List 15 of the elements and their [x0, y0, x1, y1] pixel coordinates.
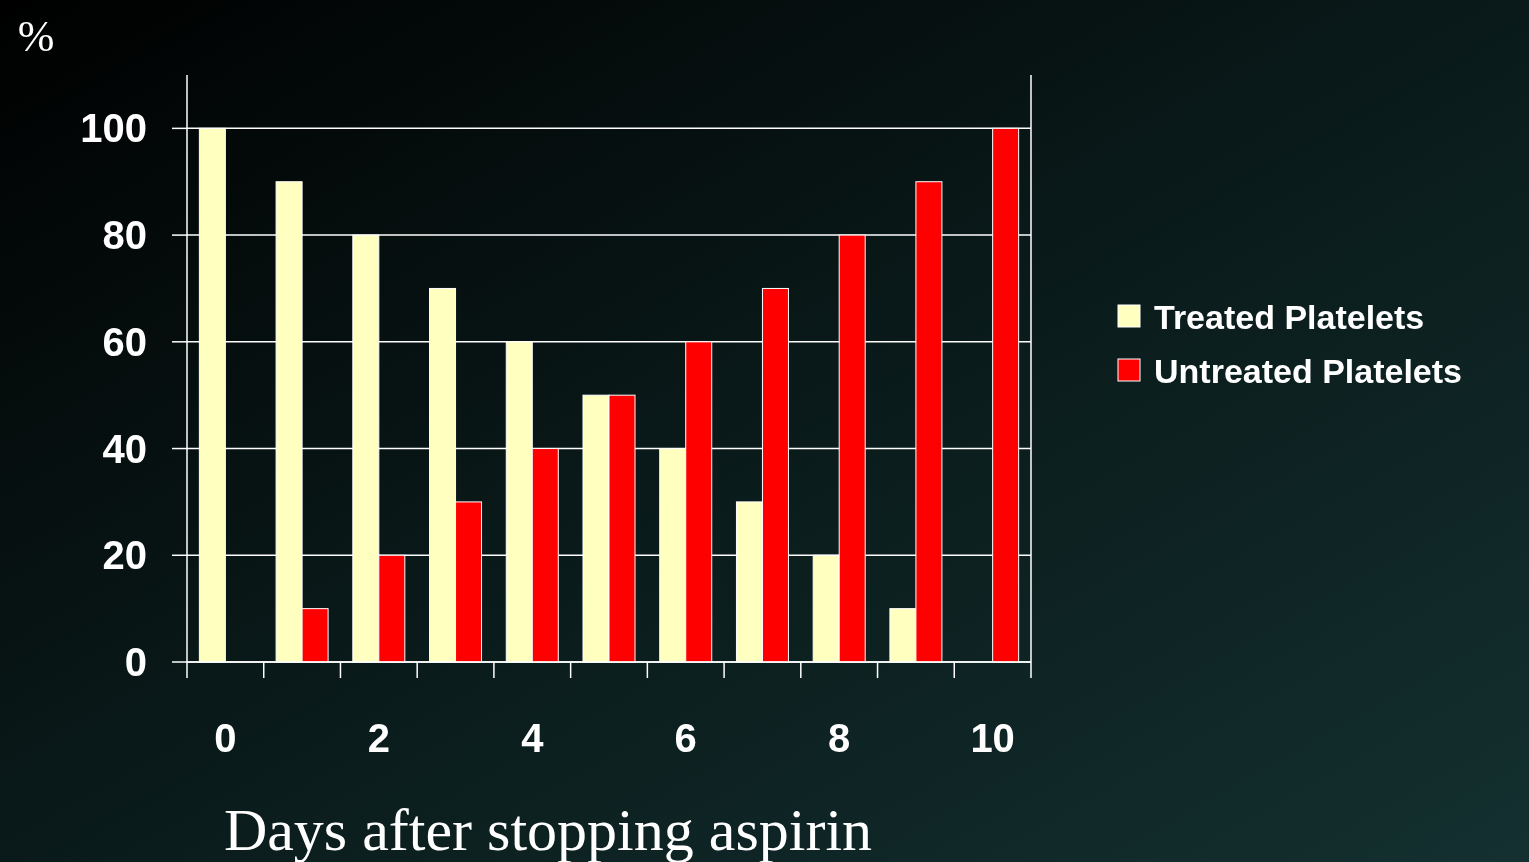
x-tick-label: 6: [674, 716, 697, 760]
y-tick-label: 60: [102, 319, 147, 364]
y-tick-label: 40: [102, 426, 147, 471]
y-tick-label: 20: [102, 533, 147, 578]
y-tick-label: 100: [80, 106, 147, 151]
y-tick-label: 80: [102, 213, 147, 258]
x-tick-label: 4: [521, 716, 545, 760]
x-tick-label: 8: [828, 716, 851, 760]
y-tick-label: 0: [124, 640, 147, 684]
legend-label: Treated Platelets: [1154, 298, 1425, 336]
legend-label: Untreated Platelets: [1154, 352, 1462, 390]
y-axis-title: %: [17, 11, 55, 61]
x-tick-label: 0: [214, 716, 237, 760]
x-tick-label: 2: [367, 716, 390, 760]
x-tick-label: 10: [970, 716, 1015, 760]
